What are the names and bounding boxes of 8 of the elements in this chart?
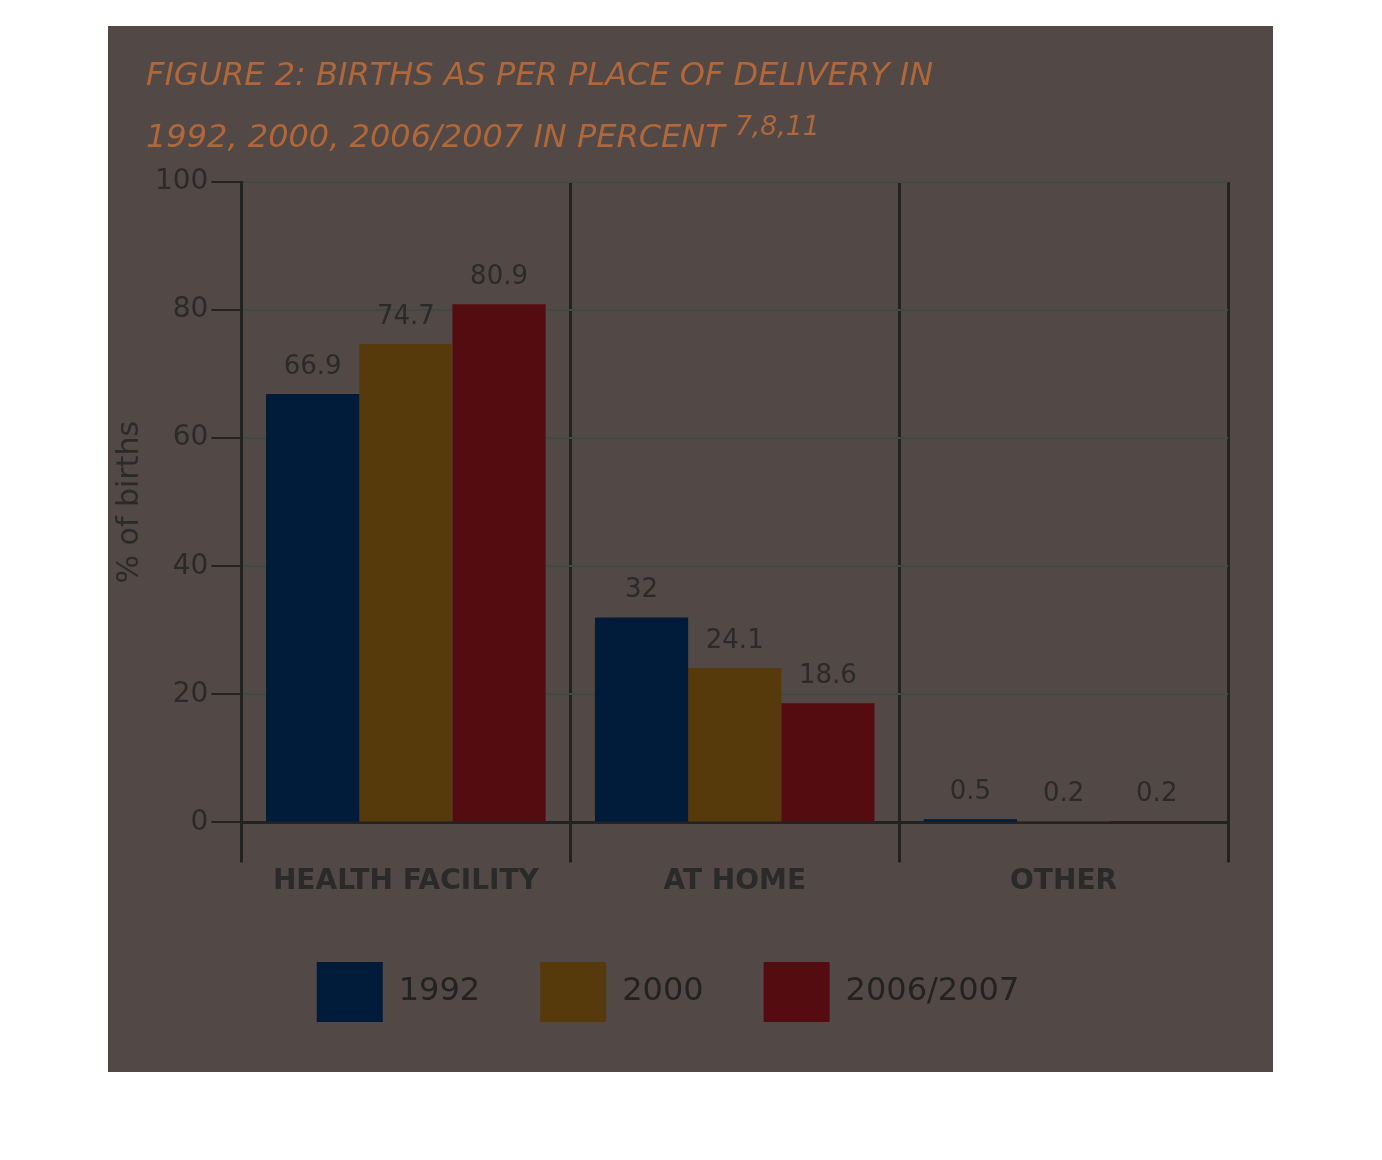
bar	[266, 393, 360, 822]
chart-title: FIGURE 2: BIRTHS AS PER PLACE OF DELIVERY IN 1992, 2000, 2006/2007 IN PERCENT $^{7,8,11}$	[145, 54, 935, 157]
bar	[452, 303, 546, 822]
bar	[688, 667, 782, 822]
bar	[359, 343, 453, 822]
bar	[594, 617, 689, 822]
bar	[781, 702, 875, 822]
bar	[923, 818, 1017, 822]
